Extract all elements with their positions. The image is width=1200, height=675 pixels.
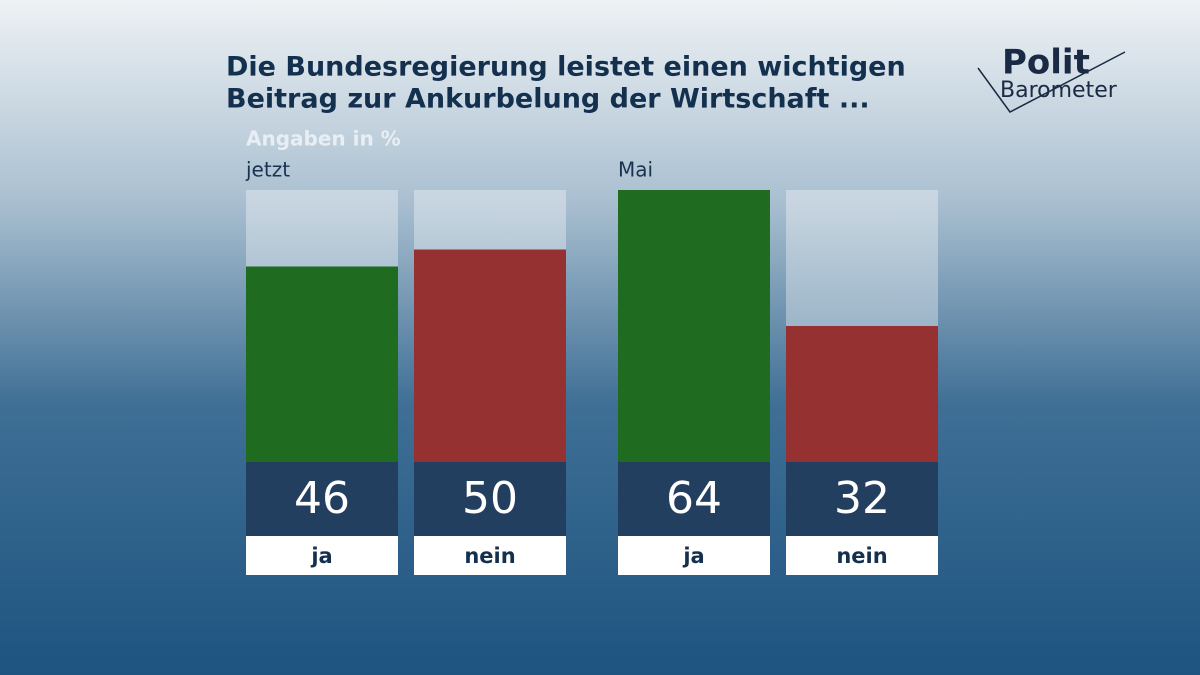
bar <box>414 249 566 462</box>
category-label: ja <box>682 544 704 568</box>
title-line: Die Bundesregierung leistet einen wichti… <box>226 52 906 83</box>
category-box <box>414 536 566 575</box>
value-label: 50 <box>462 473 518 524</box>
category-box <box>786 536 938 575</box>
value-label: 32 <box>834 473 890 524</box>
category-box <box>618 536 770 575</box>
bar <box>786 326 938 462</box>
panel-title: jetzt <box>245 158 290 182</box>
value-box <box>786 462 938 536</box>
category-label: nein <box>836 544 887 568</box>
value-label: 46 <box>294 473 350 524</box>
logo-check <box>977 51 1126 113</box>
category-label: ja <box>310 544 332 568</box>
category-box <box>246 536 398 575</box>
logo-text: Barometer <box>1000 78 1118 103</box>
value-label: 64 <box>666 473 722 524</box>
category-label: nein <box>464 544 515 568</box>
value-box <box>246 462 398 536</box>
bar <box>618 190 770 462</box>
bar <box>246 266 398 462</box>
logo-text: Polit <box>1002 43 1090 83</box>
panel-title: Mai <box>618 158 653 182</box>
subtitle: Angaben in % <box>246 127 401 151</box>
value-box <box>618 462 770 536</box>
value-box <box>414 462 566 536</box>
title-line: Beitrag zur Ankurbelung der Wirtschaft .… <box>226 84 870 115</box>
